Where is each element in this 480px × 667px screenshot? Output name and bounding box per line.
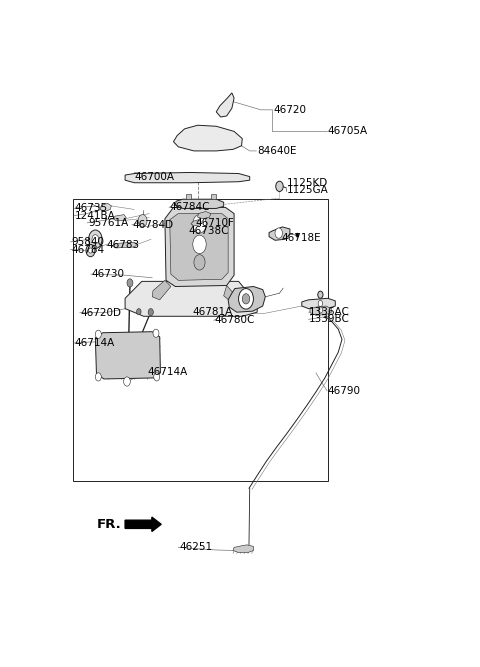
Polygon shape bbox=[269, 227, 290, 240]
Circle shape bbox=[276, 181, 283, 191]
Text: 1125GA: 1125GA bbox=[287, 185, 329, 195]
Polygon shape bbox=[113, 215, 126, 221]
Text: 46705A: 46705A bbox=[328, 127, 368, 136]
Text: 46714A: 46714A bbox=[147, 367, 188, 377]
Circle shape bbox=[193, 235, 206, 253]
Circle shape bbox=[318, 291, 323, 298]
Text: 1339BC: 1339BC bbox=[309, 314, 350, 324]
Circle shape bbox=[138, 215, 147, 227]
Circle shape bbox=[148, 309, 154, 315]
Circle shape bbox=[96, 330, 101, 338]
Polygon shape bbox=[228, 287, 265, 312]
Polygon shape bbox=[233, 545, 253, 552]
Circle shape bbox=[86, 244, 95, 257]
Polygon shape bbox=[170, 213, 228, 280]
Text: 46730: 46730 bbox=[92, 269, 125, 279]
Text: 1241BA: 1241BA bbox=[75, 211, 116, 221]
Polygon shape bbox=[310, 306, 332, 315]
FancyArrow shape bbox=[125, 517, 161, 532]
Text: 46251: 46251 bbox=[179, 542, 212, 552]
Polygon shape bbox=[175, 199, 224, 208]
Polygon shape bbox=[211, 194, 216, 199]
Polygon shape bbox=[152, 280, 171, 300]
Text: 46720: 46720 bbox=[274, 105, 307, 115]
Circle shape bbox=[124, 377, 130, 386]
Circle shape bbox=[89, 230, 102, 249]
Text: 1125KD: 1125KD bbox=[287, 178, 328, 187]
Circle shape bbox=[154, 373, 160, 381]
Text: 84640E: 84640E bbox=[257, 146, 297, 156]
Circle shape bbox=[89, 248, 92, 253]
Polygon shape bbox=[186, 194, 191, 199]
Text: 46790: 46790 bbox=[328, 386, 361, 396]
Polygon shape bbox=[216, 93, 234, 117]
Circle shape bbox=[194, 255, 205, 270]
Polygon shape bbox=[165, 207, 234, 287]
Circle shape bbox=[296, 233, 299, 237]
Text: 1336AC: 1336AC bbox=[309, 307, 350, 317]
Text: 46735: 46735 bbox=[75, 203, 108, 213]
Circle shape bbox=[193, 215, 206, 233]
Text: 46700A: 46700A bbox=[134, 171, 174, 181]
Text: 46780C: 46780C bbox=[215, 315, 255, 325]
Circle shape bbox=[318, 300, 323, 307]
Polygon shape bbox=[173, 125, 242, 151]
Polygon shape bbox=[96, 331, 160, 379]
Text: 46784C: 46784C bbox=[170, 202, 210, 212]
Text: 46718E: 46718E bbox=[281, 233, 321, 243]
Text: 46738C: 46738C bbox=[188, 226, 229, 236]
Circle shape bbox=[127, 279, 133, 287]
Polygon shape bbox=[191, 219, 202, 226]
Circle shape bbox=[242, 293, 250, 304]
Polygon shape bbox=[100, 203, 111, 211]
Bar bbox=[73, 199, 328, 481]
Circle shape bbox=[318, 307, 323, 313]
Circle shape bbox=[96, 373, 101, 381]
Polygon shape bbox=[198, 211, 211, 219]
Text: 46783: 46783 bbox=[107, 240, 140, 250]
Circle shape bbox=[153, 329, 159, 338]
Text: 95761A: 95761A bbox=[88, 218, 128, 228]
Circle shape bbox=[137, 309, 141, 315]
Text: 46781A: 46781A bbox=[192, 307, 232, 317]
Text: 46714A: 46714A bbox=[75, 338, 115, 348]
Text: FR.: FR. bbox=[97, 518, 122, 531]
Circle shape bbox=[92, 235, 99, 244]
Text: 46720D: 46720D bbox=[81, 307, 121, 317]
Circle shape bbox=[275, 228, 282, 238]
Polygon shape bbox=[112, 242, 137, 248]
Text: 46784: 46784 bbox=[71, 245, 104, 255]
Text: 46784D: 46784D bbox=[132, 220, 174, 230]
Polygon shape bbox=[302, 298, 335, 309]
Text: 46710F: 46710F bbox=[196, 218, 235, 228]
Polygon shape bbox=[125, 173, 250, 183]
Circle shape bbox=[239, 289, 253, 309]
Polygon shape bbox=[125, 281, 257, 316]
Polygon shape bbox=[224, 285, 237, 302]
Text: 95840: 95840 bbox=[71, 237, 104, 247]
